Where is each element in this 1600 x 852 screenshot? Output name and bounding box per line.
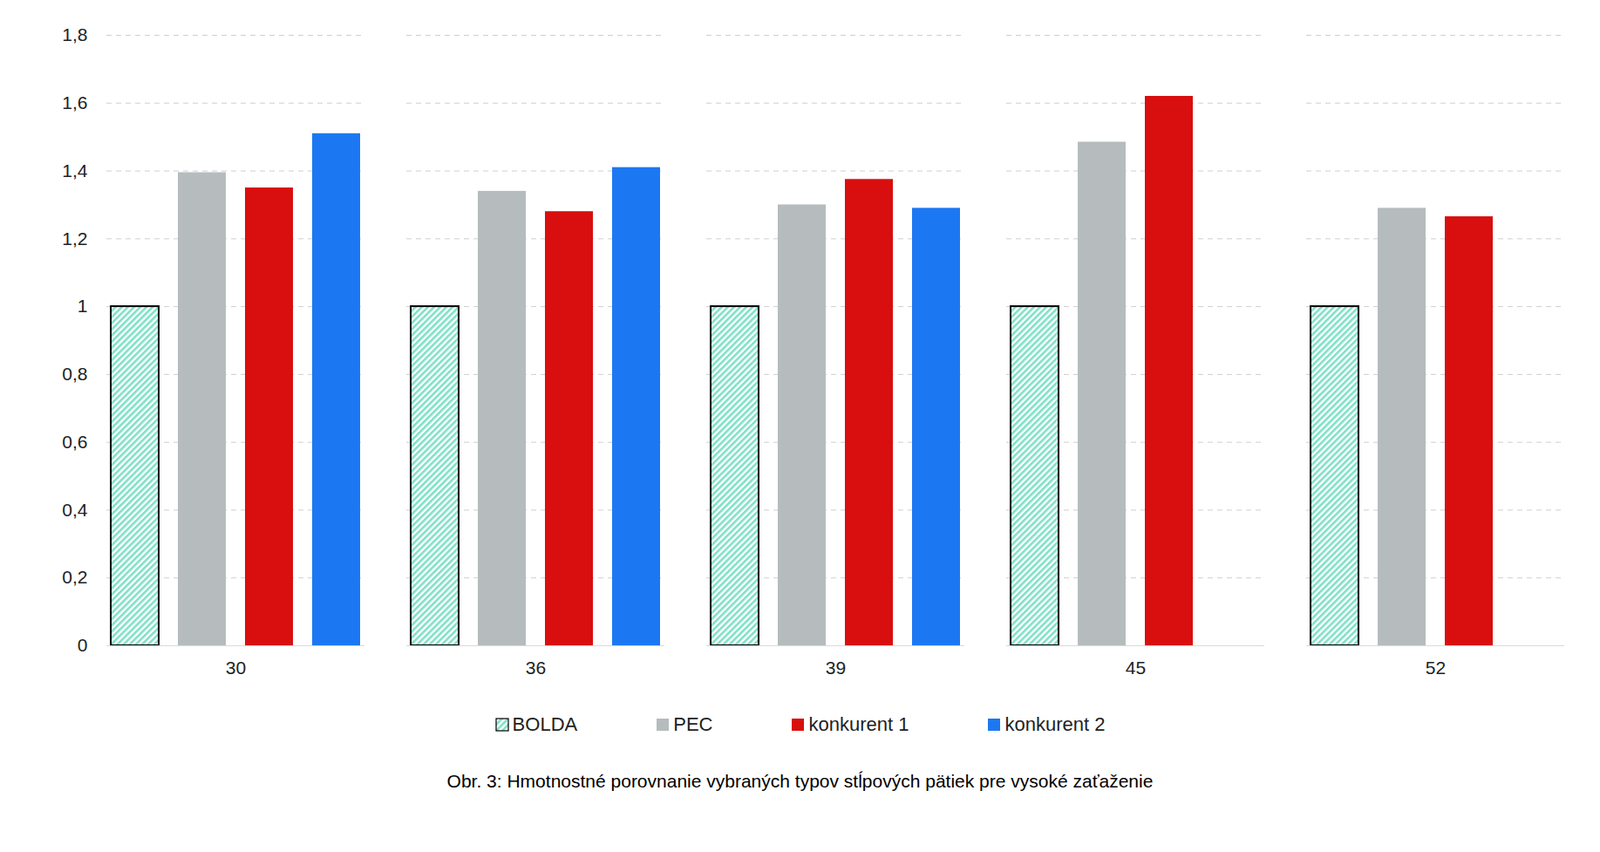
svg-text:36: 36 — [525, 657, 546, 678]
svg-text:1,8: 1,8 — [61, 24, 88, 45]
svg-text:0,2: 0,2 — [61, 566, 88, 587]
svg-text:0,8: 0,8 — [61, 363, 88, 384]
html-text:konkurent 1: konkurent 1 — [808, 713, 909, 736]
svg-text:39: 39 — [825, 657, 846, 678]
svg-text:1,2: 1,2 — [61, 228, 88, 249]
html-text:Obr. 3: Hmotnostné porovnanie: Obr. 3: Hmotnostné porovnanie vybraných … — [446, 770, 1154, 791]
svg-text:1,4: 1,4 — [61, 160, 89, 181]
svg-text:30: 30 — [225, 657, 246, 678]
svg-text:1,6: 1,6 — [61, 92, 88, 113]
svg-text:0: 0 — [77, 634, 89, 655]
html-text:BOLDA: BOLDA — [512, 713, 578, 736]
svg-text:1: 1 — [77, 295, 89, 316]
html-text:konkurent 2: konkurent 2 — [1004, 713, 1106, 736]
svg-text:0,6: 0,6 — [61, 431, 88, 452]
svg-text:52: 52 — [1425, 657, 1446, 678]
svg-text:0,4: 0,4 — [61, 499, 89, 520]
html-text:PEC: PEC — [673, 713, 713, 736]
svg-text:45: 45 — [1125, 657, 1146, 678]
